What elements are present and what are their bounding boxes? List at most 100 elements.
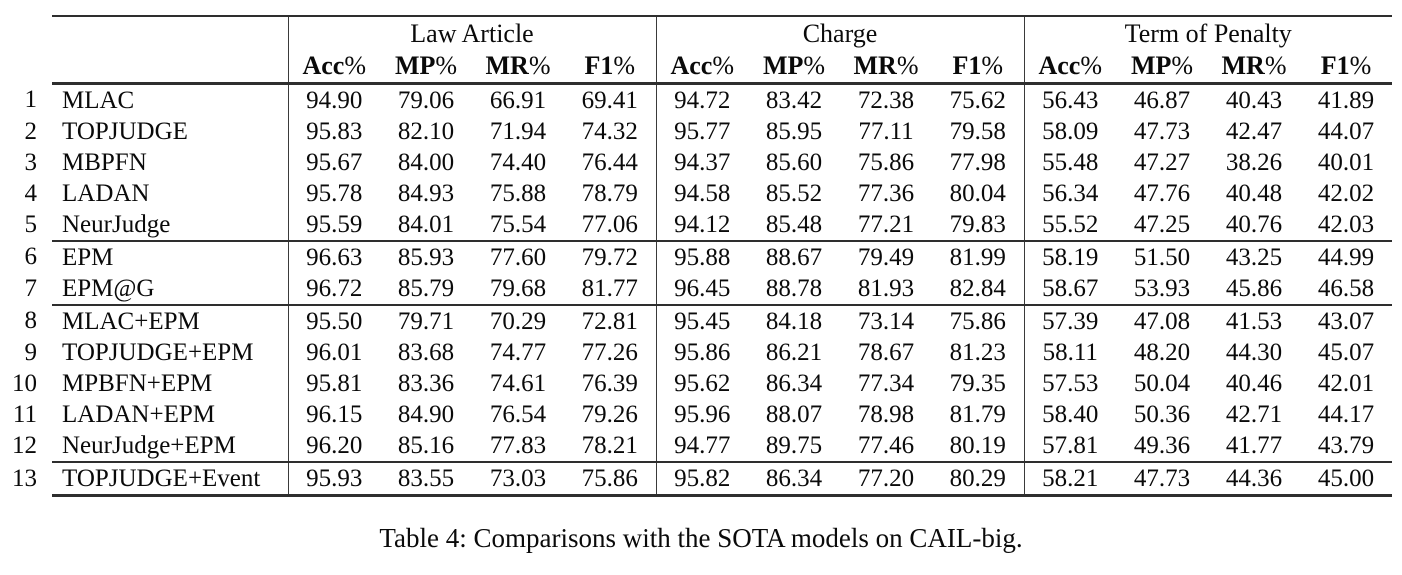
- model-name: TOPJUDGE+Event: [52, 462, 289, 497]
- charge-f1-value: 80.19: [932, 430, 1025, 463]
- law_article-mp-value: 85.93: [397, 243, 455, 271]
- term_of_penalty-acc-value: 58.19: [1042, 243, 1099, 271]
- law_article-acc-value: 96.15: [306, 400, 363, 428]
- col-header-charge-mr: MR%: [840, 50, 932, 85]
- charge-f1-value: 82.84: [932, 273, 1025, 306]
- table-row: 4 LADAN 95.78 84.93 75.88 78.79 94.58 85.52 77.3…: [12, 178, 1392, 209]
- charge-mp-value: 88.67: [765, 243, 823, 271]
- group-header-charge: Charge: [656, 15, 1025, 50]
- model-name: EPM: [52, 241, 289, 273]
- law_article-acc-value: 96.20: [288, 430, 380, 463]
- charge-mp-value: 86.34: [748, 462, 840, 497]
- term_of_penalty-acc-value: 55.52: [1024, 209, 1116, 242]
- term_of_penalty-mp-value: 50.36: [1133, 400, 1191, 428]
- law_article-mp-value: 79.71: [397, 307, 455, 335]
- table-body: 1 MLAC 94.90 79.06 66.91 69.41 94.72 83.42 72.38…: [12, 83, 1392, 497]
- term_of_penalty-mp-value: 49.36: [1116, 430, 1208, 463]
- charge-mp-value: 84.18: [765, 307, 823, 335]
- charge-mp-value: 85.95: [765, 117, 823, 145]
- table-caption: Table 4: Comparisons with the SOTA model…: [379, 523, 1023, 553]
- law_article-acc-value: 95.81: [306, 369, 363, 397]
- term_of_penalty-mr-value: 44.30: [1225, 338, 1283, 366]
- charge-acc-value: 96.45: [656, 273, 748, 306]
- law_article-mp-value: 83.36: [397, 369, 455, 397]
- charge-mr-value: 77.46: [840, 430, 932, 463]
- charge-mr-value: 77.36: [857, 179, 915, 207]
- term_of_penalty-mr-value: 42.71: [1225, 400, 1283, 428]
- law_article-mr-value: 74.77: [489, 338, 547, 366]
- term_of_penalty-acc-value: 58.21: [1024, 462, 1116, 497]
- term_of_penalty-mr-value: 40.43: [1225, 86, 1283, 114]
- row-index: 6: [24, 243, 38, 270]
- charge-acc-value: 95.77: [674, 117, 731, 145]
- term_of_penalty-f1-value: 42.01: [1317, 369, 1375, 397]
- term_of_penalty-mr-value: 44.36: [1208, 462, 1300, 497]
- charge-acc-value: 95.62: [674, 369, 731, 397]
- table-row: 10 MPBFN+EPM 95.81 83.36 74.61 76.39 95.62 86.3…: [12, 368, 1392, 399]
- row-index: 10: [12, 369, 37, 397]
- charge-mp-value: 85.52: [765, 179, 823, 207]
- charge-mp-value: 88.07: [765, 400, 823, 428]
- term_of_penalty-acc-value: 58.09: [1042, 117, 1099, 145]
- law_article-f1-value: 81.77: [564, 273, 657, 306]
- table-row: 7 EPM@G 96.72 85.79 79.68 81.77 96.45 88.78 81.9…: [12, 273, 1392, 306]
- law_article-f1-value: 79.26: [564, 399, 657, 430]
- charge-f1-value: 75.86: [932, 305, 1025, 337]
- law_article-acc-value: 95.50: [306, 307, 363, 335]
- charge-f1-value: 80.29: [932, 462, 1025, 497]
- law_article-mp-value: 83.68: [397, 338, 455, 366]
- law_article-mr-value: 74.40: [489, 148, 547, 176]
- table-row: 5 NeurJudge 95.59 84.01 75.54 77.06 94.12 85.48…: [12, 209, 1392, 242]
- model-name: EPM@G: [52, 273, 289, 306]
- table-row: 2 TOPJUDGE 95.83 82.10 71.94 74.32 95.77 85.95 7…: [12, 116, 1392, 147]
- row-index: 13: [12, 464, 37, 492]
- charge-mp-value: 86.34: [765, 369, 823, 397]
- col-header-term-f1: F1%: [1300, 50, 1392, 85]
- model-name: NeurJudge: [52, 209, 289, 242]
- law_article-f1-value: 77.26: [564, 337, 657, 368]
- charge-f1-value: 79.83: [932, 209, 1025, 242]
- term_of_penalty-f1-value: 43.79: [1300, 430, 1392, 463]
- model-header-blank: [52, 15, 289, 85]
- charge-mp-value: 86.21: [765, 338, 823, 366]
- row-index: 11: [12, 400, 37, 428]
- col-header-term-mr: MR%: [1208, 50, 1300, 85]
- law_article-mr-value: 73.03: [472, 462, 564, 497]
- law_article-mr-value: 76.54: [489, 400, 547, 428]
- term_of_penalty-mp-value: 50.04: [1133, 369, 1191, 397]
- term_of_penalty-mp-value: 47.73: [1133, 117, 1191, 145]
- table-row: 13 TOPJUDGE+Event 95.93 83.55 73.03 75.86 95.8…: [12, 462, 1392, 497]
- col-header-law-acc: Acc%: [288, 50, 380, 85]
- term_of_penalty-mr-value: 41.77: [1208, 430, 1300, 463]
- row-index: 12: [12, 432, 37, 459]
- group-header-law-article: Law Article: [288, 15, 657, 50]
- charge-mr-value: 78.67: [857, 338, 915, 366]
- col-header-law-mr: MR%: [472, 50, 564, 85]
- model-name: MLAC: [52, 83, 289, 116]
- table-row: 6 EPM 96.63 85.93 77.60 79.72 95.88 88.67 79.49 8…: [12, 241, 1392, 273]
- charge-acc-value: 95.96: [674, 400, 731, 428]
- law_article-acc-value: 96.63: [306, 243, 363, 271]
- table-row: 8 MLAC+EPM 95.50 79.71 70.29 72.81 95.45 84.18 7…: [12, 305, 1392, 337]
- term_of_penalty-f1-value: 44.99: [1317, 243, 1375, 271]
- charge-acc-value: 95.88: [674, 243, 731, 271]
- row-index: 1: [24, 85, 38, 113]
- law_article-acc-value: 95.93: [288, 462, 380, 497]
- law_article-mr-value: 71.94: [489, 117, 547, 145]
- row-index: 5: [24, 211, 38, 238]
- term_of_penalty-mr-value: 38.26: [1225, 148, 1283, 176]
- law_article-mr-value: 70.29: [489, 307, 547, 335]
- charge-mp-value: 85.60: [765, 148, 823, 176]
- row-index: 7: [24, 275, 38, 302]
- term_of_penalty-mp-value: 47.73: [1116, 462, 1208, 497]
- charge-f1-value: 81.23: [932, 337, 1025, 368]
- law_article-mr-value: 77.60: [489, 243, 547, 271]
- term_of_penalty-f1-value: 45.07: [1317, 338, 1375, 366]
- law_article-f1-value: 69.41: [564, 83, 657, 116]
- col-header-charge-mp: MP%: [748, 50, 840, 85]
- law_article-mp-value: 84.00: [397, 148, 455, 176]
- law_article-f1-value: 75.86: [564, 462, 657, 497]
- law_article-f1-value: 76.39: [564, 368, 657, 399]
- row-index: 9: [24, 338, 38, 366]
- row-index: 4: [24, 179, 38, 207]
